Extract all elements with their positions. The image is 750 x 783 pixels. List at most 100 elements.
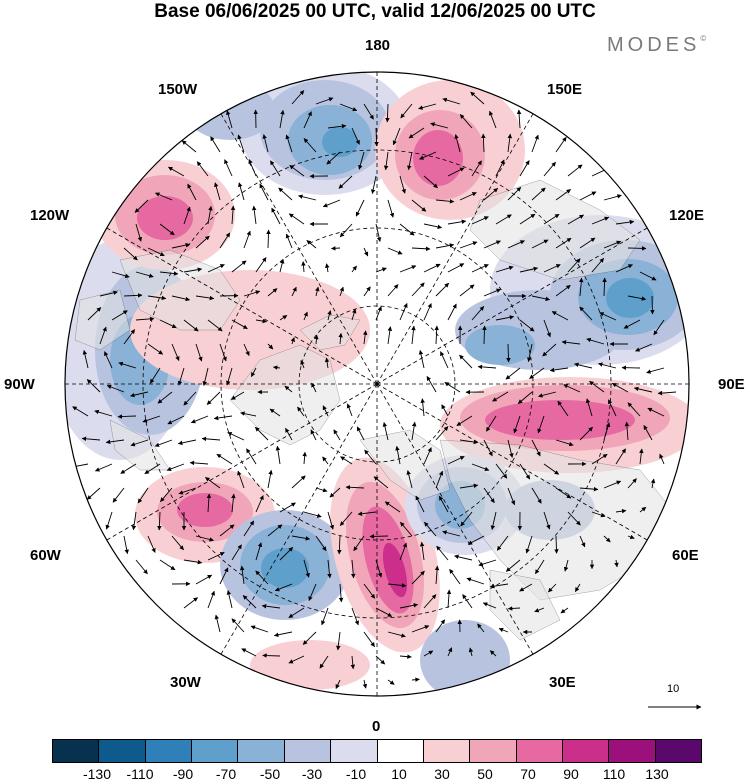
land-outline [489,569,561,641]
wind-vector [615,448,626,465]
wind-vector [551,311,569,321]
wind-vector [579,237,596,249]
wind-vector [542,343,557,357]
wind-vector [351,308,357,321]
wind-vector [579,535,586,548]
wind-vector [271,207,281,225]
wind-vector [177,367,185,386]
wind-vector [411,246,431,252]
wind-vector [262,653,281,658]
wind-vector [216,453,233,465]
wind-vector [288,213,305,225]
wind-vector [195,295,215,301]
wind-vector [440,351,449,369]
wind-vector [142,415,161,423]
wind-vector [105,511,113,530]
wind-vector [135,559,148,575]
wind-vector [94,409,113,417]
wind-vector [444,382,461,393]
wind-vector [447,303,457,321]
wind-vector [411,421,417,441]
wind-vector [399,603,419,609]
wind-vector [273,631,293,637]
colorbar-tick-label: 130 [645,766,669,782]
wind-vector [339,103,358,112]
wind-vector [627,534,635,540]
anomaly-region [606,278,654,318]
wind-vector [555,439,574,447]
wind-vector [105,439,125,445]
wind-vector [230,205,236,225]
colorbar-swatch-3 [192,740,239,762]
wind-vector [231,544,242,561]
wind-vector [456,415,473,426]
colorbar-tick-label: -90 [172,766,194,782]
lon-label-150e: 150E [547,81,583,98]
wind-vector [434,325,439,345]
wind-vector [207,551,225,561]
wind-vector [243,343,250,357]
wind-vector [435,619,446,633]
wind-vector [531,487,542,504]
anomaly-region [465,325,535,365]
meridian-line [106,383,378,541]
wind-vector [555,136,567,153]
wind-vector [418,349,425,369]
wind-vector [471,264,489,273]
colorbar [52,739,702,763]
wind-vector [387,631,406,638]
wind-vector [279,258,285,273]
wind-vector [356,426,365,441]
wind-vector [315,286,320,297]
map-boundary [64,71,690,697]
wind-vector [291,475,306,489]
wind-vector [183,391,197,406]
lon-label-30w: 30W [170,674,201,691]
wind-vector [423,223,443,230]
reference-vector-arrow-icon [648,704,702,710]
wind-vector [363,631,375,647]
wind-vector [231,493,236,513]
wind-vector [154,192,173,201]
wind-vector [329,487,341,498]
wind-vector [195,343,203,362]
wind-vector [255,570,269,585]
wind-vector [183,597,198,609]
colorbar-swatch-7 [377,740,424,762]
wind-vector [574,362,593,369]
wind-vector [135,223,143,242]
wind-vector [460,511,473,527]
lon-label-120e: 120E [669,207,705,224]
brand-text: MODES [607,34,701,56]
wind-vector [483,487,495,504]
wind-vector [579,486,599,492]
wind-vector [495,159,505,177]
wind-vector [635,343,653,352]
colorbar-tick-labels: -130 -110 -90 -70 -50 -30 -10 10 30 50 70 90 110 130 [0,766,750,783]
wind-vector [477,623,485,633]
wind-vector [423,650,434,657]
wind-vector [519,583,533,592]
wind-vector [607,399,617,417]
wind-vector [224,159,233,177]
wind-vector [159,319,177,329]
wind-vector [519,266,539,273]
wind-vector [375,223,382,242]
wind-vector [315,535,327,552]
wind-vector [387,247,403,255]
lon-label-90w: 90W [4,376,35,393]
colorbar-swatch-2 [145,740,193,762]
wind-vector [227,431,245,441]
wind-vector [424,521,437,537]
wind-vector [350,655,356,670]
wind-vector [272,365,281,370]
wind-vector [603,480,622,489]
wind-vector [418,103,437,110]
wind-vector [351,127,360,145]
wind-vector [477,364,497,370]
lon-label-60w: 60W [30,547,61,564]
wind-vector [240,411,257,417]
wind-vector [261,603,281,609]
wind-vector [483,439,493,457]
wind-vector [591,216,610,225]
